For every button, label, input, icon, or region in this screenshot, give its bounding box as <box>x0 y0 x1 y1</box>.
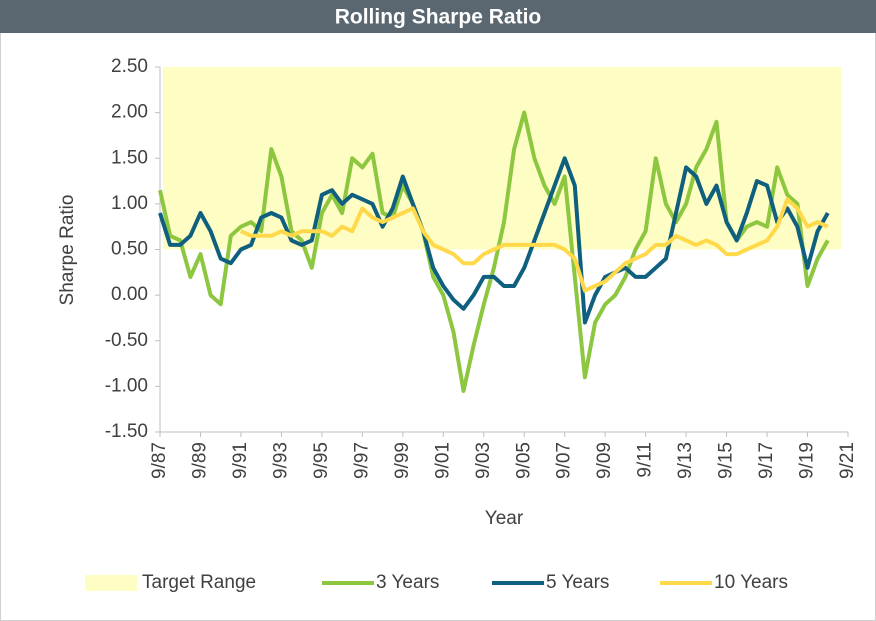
x-tick-label: 9/09 <box>594 442 615 479</box>
x-tick-label: 9/95 <box>311 442 332 479</box>
x-axis-label: Year <box>485 508 524 529</box>
y-tick-label: 0.00 <box>111 284 148 305</box>
legend-label: 3 Years <box>376 572 439 593</box>
x-tick-label: 9/99 <box>392 442 413 479</box>
x-tick-label: 9/07 <box>554 442 575 479</box>
x-tick-label: 9/91 <box>230 442 251 479</box>
series-line <box>240 197 829 293</box>
y-tick-label: -1.50 <box>105 421 148 442</box>
x-tick-label: 9/11 <box>635 442 656 478</box>
legend-label: 10 Years <box>714 572 788 593</box>
x-tick-label: 9/89 <box>189 442 210 479</box>
x-tick-label: 9/21 <box>837 442 858 479</box>
x-tick-label: 9/01 <box>432 442 453 479</box>
x-tick-label: 9/13 <box>675 442 696 479</box>
x-tick-label: 9/87 <box>149 442 170 479</box>
title-bar <box>0 0 876 33</box>
y-tick-label: -0.50 <box>105 330 148 351</box>
x-tick-label: 9/97 <box>351 442 372 479</box>
x-tick-label: 9/03 <box>473 442 494 479</box>
legend-label: 5 Years <box>546 572 609 593</box>
y-tick-label: 0.50 <box>111 239 148 260</box>
y-tick-label: 1.50 <box>111 147 148 168</box>
legend-swatch <box>85 575 137 591</box>
x-tick-label: 9/15 <box>716 442 737 479</box>
chart-title: Rolling Sharpe Ratio <box>335 6 542 29</box>
x-tick-label: 9/17 <box>756 442 777 479</box>
x-tick-label: 9/19 <box>797 442 818 479</box>
series-line <box>158 110 830 393</box>
legend-label: Target Range <box>142 572 256 593</box>
y-tick-label: 2.50 <box>111 56 148 77</box>
y-tick-label: 1.00 <box>111 193 148 214</box>
y-tick-label: -1.00 <box>105 375 148 396</box>
y-axis-label: Sharpe Ratio <box>57 195 78 306</box>
series-line <box>158 156 830 325</box>
x-tick-label: 9/05 <box>513 442 534 479</box>
x-tick-label: 9/93 <box>270 442 291 479</box>
y-tick-label: 2.00 <box>111 102 148 123</box>
